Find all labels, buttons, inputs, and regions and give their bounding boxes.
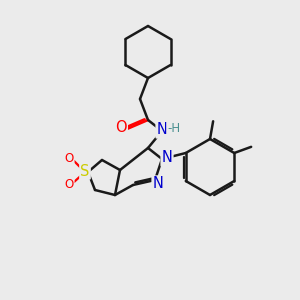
Text: N: N [157,122,167,137]
Text: S: S [80,164,90,178]
Text: O: O [64,152,74,166]
Text: N: N [153,176,164,191]
Text: O: O [64,178,74,190]
Text: -H: -H [167,122,181,136]
Text: N: N [162,151,172,166]
Text: O: O [115,121,127,136]
